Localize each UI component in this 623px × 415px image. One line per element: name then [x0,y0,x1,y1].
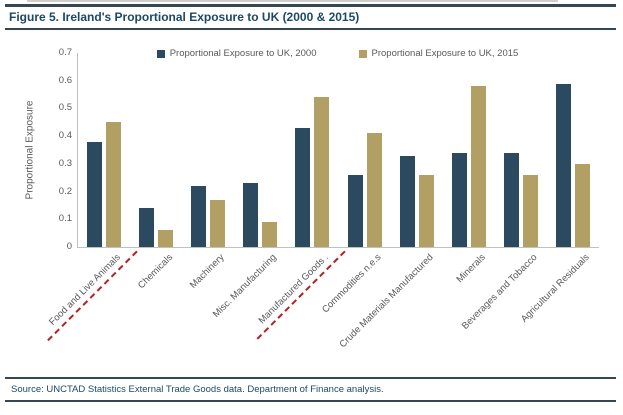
x-axis-label: Minerals [454,252,487,285]
x-axis-label: Food and Live Animals [47,250,138,342]
bar-2015 [210,199,226,247]
bar-group [234,53,286,247]
bar-group [547,53,599,247]
bar-group [443,53,495,247]
bar-2000 [347,174,363,247]
bar-2015 [366,133,382,247]
x-axis-label: Chemicals [136,252,175,291]
bar-group [78,53,130,247]
y-axis-tick-label: 0.1 [58,213,72,225]
bar-group [130,53,182,247]
y-axis-tick-label: 0 [66,241,72,252]
bar-2000 [399,155,415,247]
bar-2000 [191,186,207,247]
y-axis-tick-label: 0.3 [58,157,72,169]
bar-2015 [314,97,330,247]
legend-marker-2000 [156,49,165,58]
bar-2000 [503,152,519,247]
bar-2015 [574,163,590,247]
x-axis-labels: Food and Live Animals Chemicals Machinery M… [47,250,598,367]
legend-label-2000: Proportional Exposure to UK, 2000 [169,48,317,59]
chart-legend: Proportional Exposure to UK, 2000 Proport… [77,48,598,59]
bar-2015 [106,122,122,247]
bar-group [338,53,390,247]
figure-title: Figure 5. Ireland's Proportional Exposur… [9,10,360,24]
figure-title-bar: Figure 5. Ireland's Proportional Exposur… [5,4,616,30]
bar-2015 [522,174,538,247]
y-axis-tick-label: 0.6 [58,74,72,86]
source-note-bar: Source: UNCTAD Statistics External Trade… [5,377,616,402]
y-axis-tick-label: 0.7 [58,47,72,58]
bar-2000 [295,127,311,247]
bar-2000 [451,152,467,247]
bar-2015 [158,230,174,247]
x-axis-label-text: Machinery [188,252,228,291]
x-axis-label: Crude Materials Manufactured [337,252,435,350]
bar-group [286,53,338,247]
bar-2015 [470,86,486,247]
bar-2000 [87,141,103,247]
x-axis-label-text: Minerals [454,252,488,286]
page-crop-divider [27,0,558,2]
y-axis-title: Proportional Exposure [24,100,36,200]
bar-2000 [139,208,155,247]
bar-2015 [262,222,278,247]
y-axis-tick-label: 0.5 [58,102,72,114]
bar-2000 [243,183,259,247]
bar-group [182,53,234,247]
bar-group [391,53,443,247]
legend-marker-2015 [358,49,367,58]
x-axis-label-text: Food and Live Animals [47,252,123,328]
legend-item-2000: Proportional Exposure to UK, 2000 [156,48,317,59]
bar-2015 [418,174,434,247]
y-axis-tick-label: 0.2 [58,185,72,197]
x-axis-label: Machinery [188,252,227,291]
legend-item-2015: Proportional Exposure to UK, 2015 [358,48,519,59]
plot-area [77,53,599,248]
y-axis-tick-label: 0.4 [58,130,72,142]
red-dashed-underline [47,250,138,342]
x-axis-label-text: Chemicals [135,252,175,292]
bar-2000 [555,83,571,247]
x-axis-label-text: Crude Materials Manufactured [337,252,436,351]
bar-series-container [78,53,599,247]
bar-group [495,53,547,247]
legend-label-2015: Proportional Exposure to UK, 2015 [371,48,519,59]
source-note: Source: UNCTAD Statistics External Trade… [11,384,384,395]
